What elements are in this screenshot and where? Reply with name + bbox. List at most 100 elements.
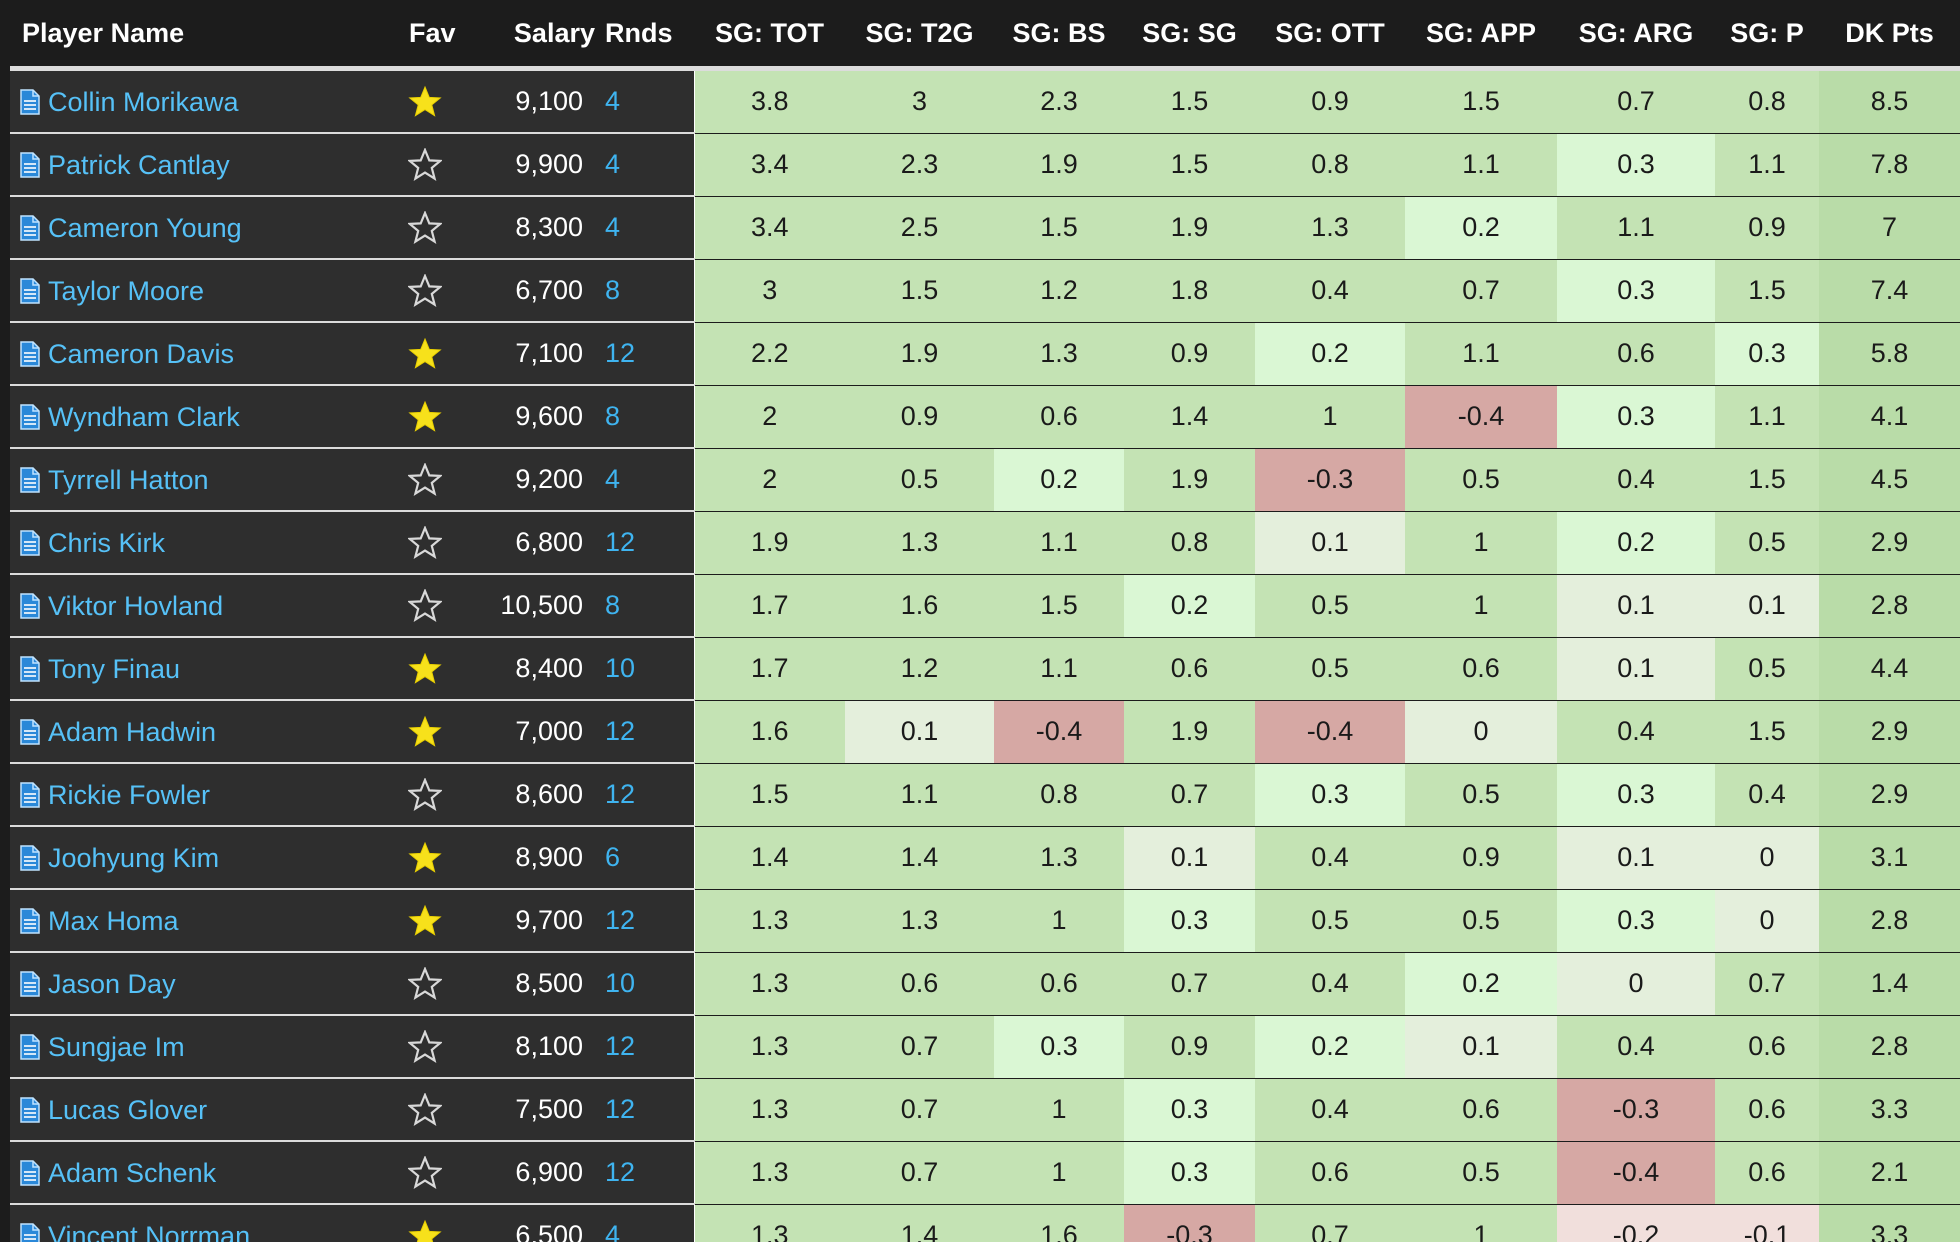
player-name-link[interactable]: Collin Morikawa: [48, 86, 239, 117]
player-name-link[interactable]: Lucas Glover: [48, 1094, 208, 1125]
star-outline-icon[interactable]: [406, 587, 444, 623]
document-icon[interactable]: [20, 404, 40, 430]
star-filled-icon[interactable]: [408, 841, 442, 875]
rnds-cell: 12: [605, 763, 695, 827]
sg-arg-cell: 0.6: [1557, 322, 1715, 386]
header-sg-p[interactable]: SG: P: [1715, 0, 1819, 71]
star-outline-icon[interactable]: [406, 1154, 444, 1190]
document-icon[interactable]: [20, 152, 40, 178]
star-outline-icon[interactable]: [406, 965, 444, 1001]
player-name-link[interactable]: Sungjae Im: [48, 1031, 185, 1062]
header-sg-t2g[interactable]: SG: T2G: [845, 0, 994, 71]
document-icon[interactable]: [20, 1160, 40, 1186]
rnds-value[interactable]: 12: [605, 1157, 636, 1187]
document-icon[interactable]: [20, 593, 40, 619]
header-dk-pts[interactable]: DK Pts: [1819, 0, 1960, 71]
star-outline-icon[interactable]: [406, 272, 444, 308]
rnds-value[interactable]: 4: [605, 464, 621, 494]
document-icon[interactable]: [20, 530, 40, 556]
document-icon[interactable]: [20, 656, 40, 682]
header-rnds[interactable]: Rnds: [605, 0, 694, 71]
player-name-link[interactable]: Vincent Norrman: [48, 1220, 251, 1242]
rnds-value[interactable]: 8: [605, 590, 621, 620]
star-filled-icon[interactable]: [408, 85, 442, 119]
fav-cell: [390, 448, 460, 512]
document-icon[interactable]: [20, 782, 40, 808]
document-icon[interactable]: [20, 908, 40, 934]
header-sg-arg[interactable]: SG: ARG: [1557, 0, 1715, 71]
player-name-link[interactable]: Tony Finau: [48, 653, 181, 684]
document-icon[interactable]: [20, 467, 40, 493]
table-row: Jason Day 8,500 10 1.3 0.6 0.6 0.7 0.4 0.2 0 0.7 1.…: [10, 952, 1960, 1016]
rnds-value[interactable]: 4: [605, 149, 621, 179]
document-icon[interactable]: [20, 1223, 40, 1242]
sg-t2g-cell: 0.5: [845, 448, 994, 512]
rnds-value[interactable]: 4: [605, 86, 621, 116]
rnds-value[interactable]: 6: [605, 842, 621, 872]
player-name-link[interactable]: Adam Schenk: [48, 1157, 217, 1188]
table-row: Lucas Glover 7,500 12 1.3 0.7 1 0.3 0.4 0.6 -0.3 0…: [10, 1078, 1960, 1142]
document-icon[interactable]: [20, 89, 40, 115]
header-fav[interactable]: Fav: [390, 0, 460, 71]
document-icon[interactable]: [20, 278, 40, 304]
document-icon[interactable]: [20, 971, 40, 997]
header-player-name[interactable]: Player Name: [10, 0, 390, 71]
star-outline-icon[interactable]: [406, 1028, 444, 1064]
star-outline-icon[interactable]: [406, 146, 444, 182]
rnds-value[interactable]: 12: [605, 716, 636, 746]
player-name-link[interactable]: Cameron Young: [48, 212, 242, 243]
sg-bs-cell: 1.9: [994, 133, 1124, 197]
star-filled-icon[interactable]: [408, 1219, 442, 1242]
rnds-value[interactable]: 12: [605, 338, 636, 368]
document-icon[interactable]: [20, 719, 40, 745]
star-outline-icon[interactable]: [406, 461, 444, 497]
star-filled-icon[interactable]: [408, 400, 442, 434]
rnds-value[interactable]: 4: [605, 212, 621, 242]
fav-cell: [390, 1141, 460, 1205]
player-name-link[interactable]: Viktor Hovland: [48, 590, 224, 621]
player-name-link[interactable]: Jason Day: [48, 968, 176, 999]
rnds-value[interactable]: 4: [605, 1220, 621, 1242]
header-sg-tot[interactable]: SG: TOT: [694, 0, 845, 71]
rnds-value[interactable]: 8: [605, 401, 621, 431]
star-filled-icon[interactable]: [408, 652, 442, 686]
rnds-value[interactable]: 10: [605, 968, 636, 998]
star-outline-icon[interactable]: [406, 209, 444, 245]
player-name-link[interactable]: Taylor Moore: [48, 275, 205, 306]
player-name-link[interactable]: Adam Hadwin: [48, 716, 217, 747]
player-name-link[interactable]: Wyndham Clark: [48, 401, 240, 432]
document-icon[interactable]: [20, 1034, 40, 1060]
sg-arg-cell: 0.3: [1557, 385, 1715, 449]
player-name-link[interactable]: Tyrrell Hatton: [48, 464, 209, 495]
rnds-value[interactable]: 12: [605, 905, 636, 935]
document-icon[interactable]: [20, 215, 40, 241]
rnds-value[interactable]: 10: [605, 653, 636, 683]
rnds-value[interactable]: 12: [605, 527, 636, 557]
star-filled-icon[interactable]: [408, 715, 442, 749]
header-salary[interactable]: Salary: [460, 0, 605, 71]
player-name-link[interactable]: Joohyung Kim: [48, 842, 220, 873]
player-name-link[interactable]: Cameron Davis: [48, 338, 235, 369]
header-sg-sg[interactable]: SG: SG: [1124, 0, 1255, 71]
rnds-value[interactable]: 12: [605, 1031, 636, 1061]
header-sg-ott[interactable]: SG: OTT: [1255, 0, 1405, 71]
star-outline-icon[interactable]: [406, 1091, 444, 1127]
fav-cell: [390, 700, 460, 764]
star-outline-icon[interactable]: [406, 776, 444, 812]
header-sg-bs[interactable]: SG: BS: [994, 0, 1124, 71]
rnds-value[interactable]: 12: [605, 779, 636, 809]
star-filled-icon[interactable]: [408, 904, 442, 938]
header-sg-app[interactable]: SG: APP: [1405, 0, 1557, 71]
player-name-link[interactable]: Rickie Fowler: [48, 779, 211, 810]
player-cell: Jason Day: [10, 952, 390, 1016]
rnds-value[interactable]: 8: [605, 275, 621, 305]
star-outline-icon[interactable]: [406, 524, 444, 560]
document-icon[interactable]: [20, 845, 40, 871]
document-icon[interactable]: [20, 341, 40, 367]
rnds-value[interactable]: 12: [605, 1094, 636, 1124]
star-filled-icon[interactable]: [408, 337, 442, 371]
document-icon[interactable]: [20, 1097, 40, 1123]
player-name-link[interactable]: Max Homa: [48, 905, 179, 936]
player-name-link[interactable]: Patrick Cantlay: [48, 149, 230, 180]
player-name-link[interactable]: Chris Kirk: [48, 527, 166, 558]
